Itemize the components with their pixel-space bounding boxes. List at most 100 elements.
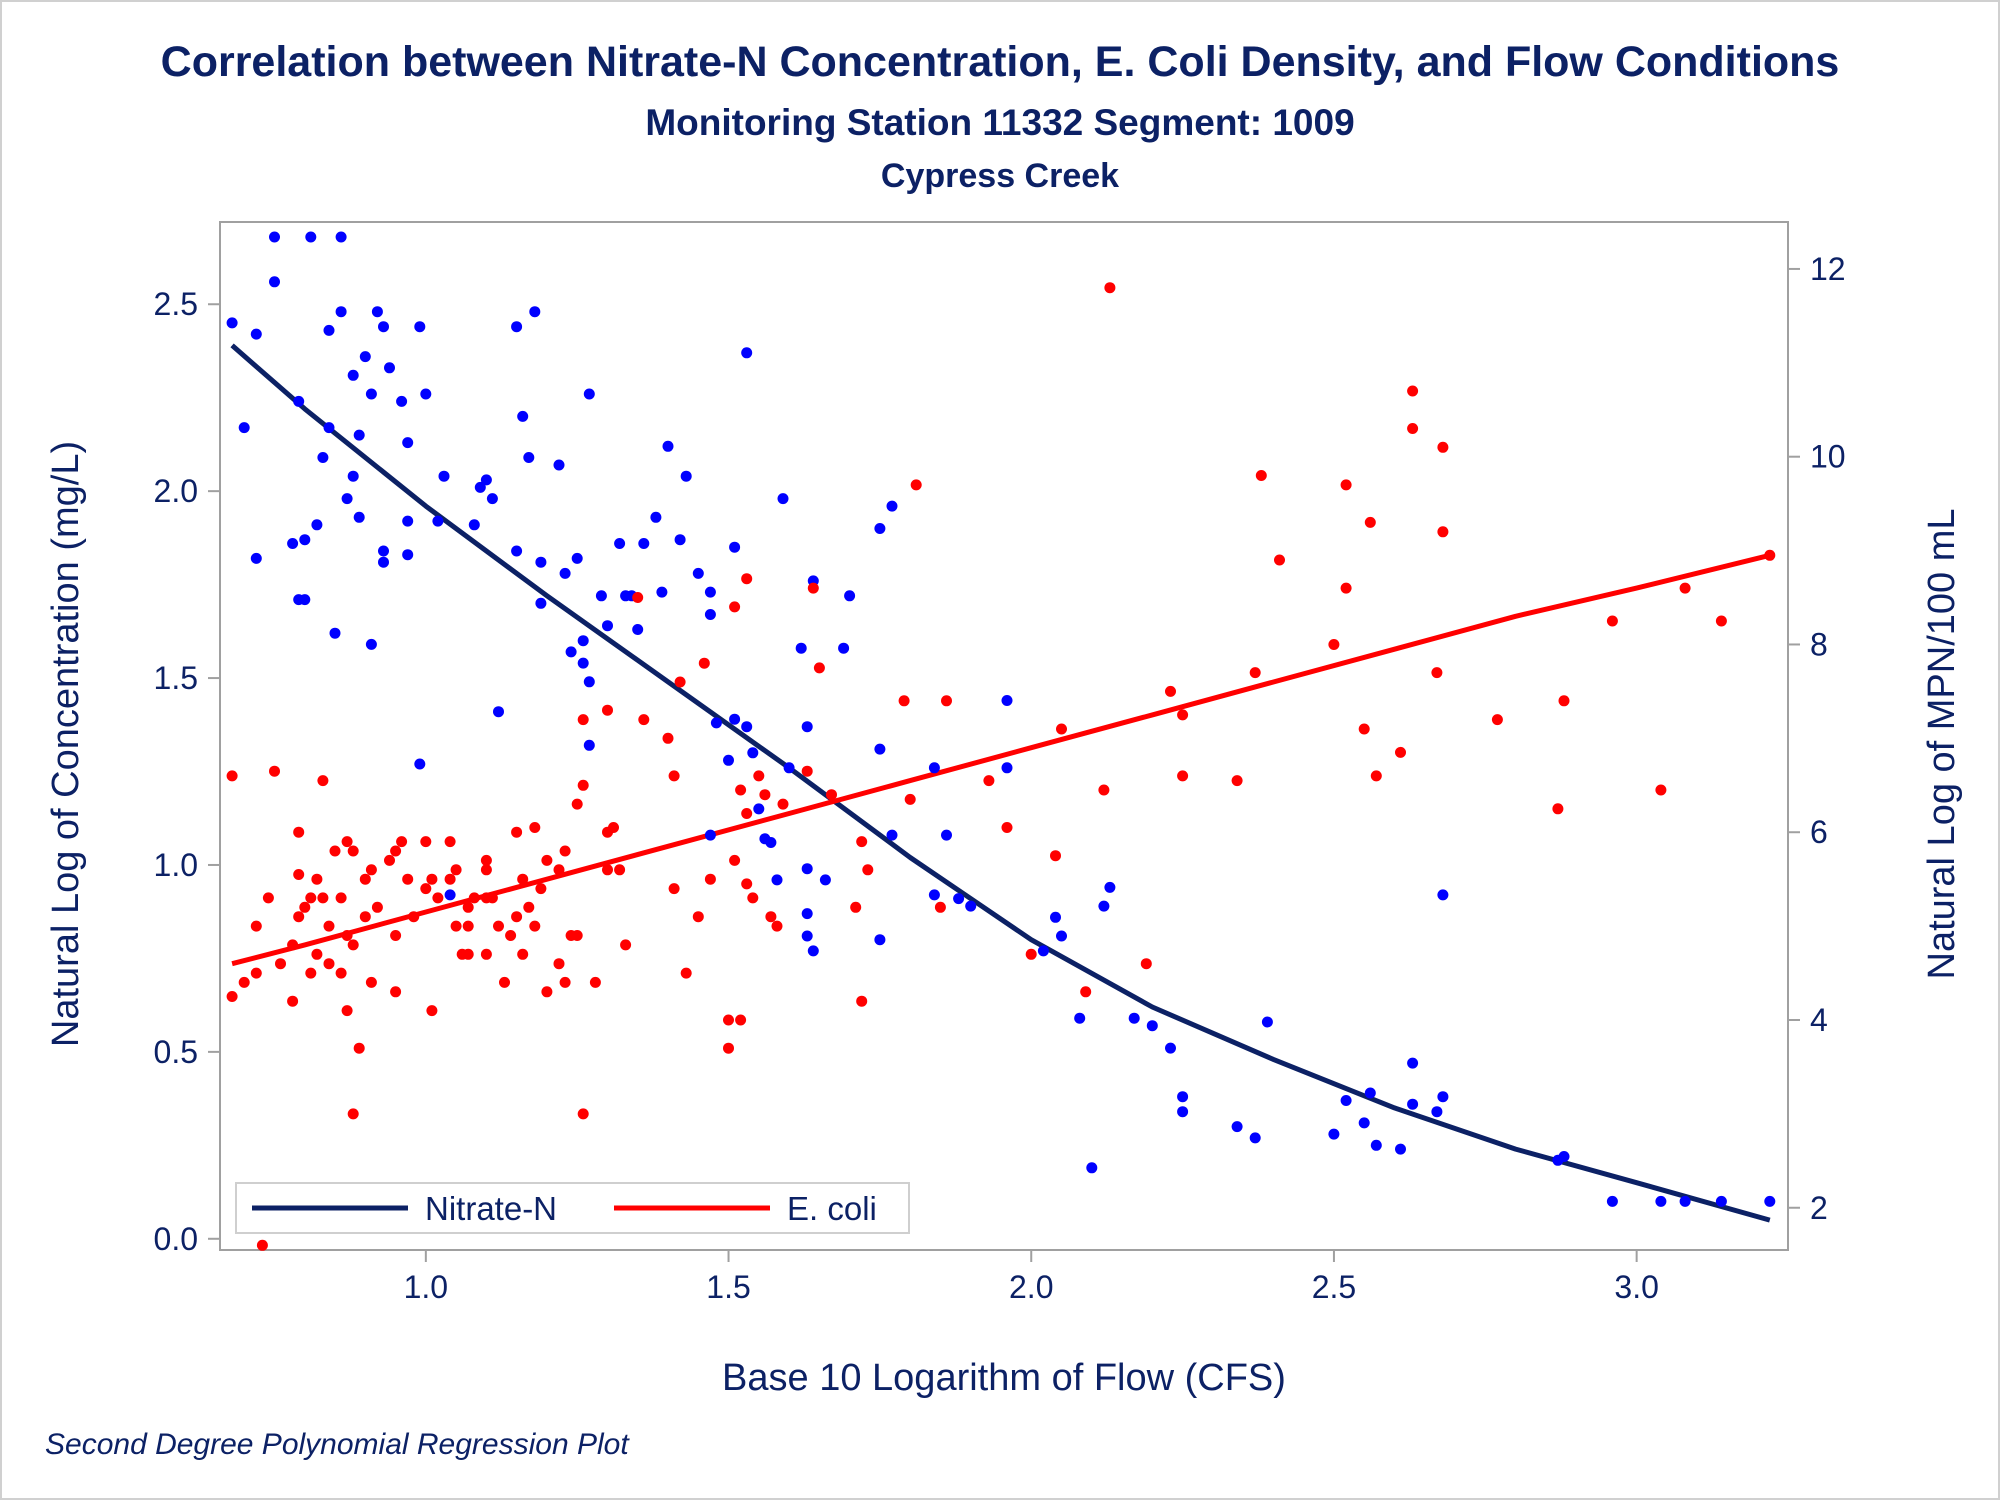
ecoli-point [390, 930, 402, 941]
ecoli-point [450, 864, 462, 876]
nitrate-point [341, 493, 353, 505]
chart-subtitle: Monitoring Station 11332 Segment: 1009 [645, 102, 1355, 143]
ecoli-point [256, 1239, 268, 1251]
ecoli-point [941, 695, 952, 707]
ecoli-point [335, 892, 347, 904]
ecoli-point [275, 958, 286, 970]
nitrate-point [704, 586, 716, 598]
nitrate-point [323, 324, 335, 336]
ecoli-point [317, 775, 329, 787]
nitrate-point [1177, 1091, 1189, 1103]
nitrate-point [650, 511, 662, 523]
nitrate-point [468, 519, 480, 531]
nitrate-point [704, 829, 716, 841]
y-left-tick-label: 1.0 [154, 847, 198, 883]
nitrate-point [1358, 1117, 1370, 1129]
nitrate-point [1715, 1195, 1727, 1207]
nitrate-point [378, 556, 389, 568]
nitrate-point [729, 713, 741, 725]
ecoli-point [1231, 775, 1243, 787]
ecoli-point [359, 873, 371, 885]
x-tick-label: 1.0 [404, 1269, 448, 1305]
ecoli-point [753, 770, 765, 782]
ecoli-point [1395, 746, 1406, 758]
nitrate-point [402, 549, 414, 561]
ecoli-point [486, 892, 498, 904]
ecoli-point [1407, 385, 1419, 397]
ecoli-point [1025, 948, 1037, 960]
nitrate-point [359, 351, 371, 363]
ecoli-point [898, 695, 910, 707]
y-right-tick-label: 10 [1810, 439, 1846, 475]
nitrate-point [807, 945, 819, 957]
nitrate-point [323, 422, 335, 434]
ecoli-point [807, 582, 819, 594]
ecoli-point [365, 976, 377, 988]
x-tick-label: 1.5 [706, 1269, 750, 1305]
nitrate-point [783, 762, 795, 774]
y-left-tick-label: 2.0 [154, 473, 198, 509]
ecoli-point [287, 939, 299, 951]
ecoli-point [523, 901, 535, 913]
nitrate-point [795, 642, 807, 654]
nitrate-point [577, 657, 589, 669]
y-axis-right-label: Natural Log of MPN/100 mL [1921, 508, 1963, 979]
nitrate-point [1437, 889, 1449, 901]
nitrate-point [1001, 695, 1013, 706]
ecoli-point [311, 948, 323, 960]
ecoli-point [299, 901, 311, 913]
ecoli-point [238, 976, 250, 988]
nitrate-point [777, 493, 789, 505]
ecoli-point [638, 714, 650, 726]
ecoli-point [1340, 479, 1352, 491]
nitrate-point [335, 306, 347, 318]
ecoli-point [1340, 582, 1352, 594]
nitrate-point [704, 609, 716, 620]
ecoli-point [856, 836, 868, 848]
ecoli-point [341, 1005, 353, 1017]
nitrate-points [226, 231, 1776, 1207]
ecoli-point [1437, 441, 1449, 453]
ecoli-point [341, 930, 353, 941]
ecoli-point [553, 958, 565, 970]
ecoli-point [559, 976, 571, 988]
nitrate-point [583, 388, 595, 400]
y-left-tick-label: 1.5 [154, 660, 198, 696]
nitrate-point [1231, 1121, 1243, 1133]
ecoli-point [426, 1005, 438, 1017]
ecoli-point [1165, 685, 1176, 697]
nitrate-point [710, 717, 722, 729]
nitrate-point [329, 627, 341, 639]
nitrate-point [365, 638, 377, 650]
y-axis-left: 0.0 0.5 1.0 1.5 2.0 2.5 [154, 286, 220, 1257]
ecoli-point [226, 770, 238, 782]
nitrate-point [1437, 1091, 1449, 1103]
nitrate-point [753, 803, 765, 815]
ecoli-point [577, 1108, 589, 1120]
nitrate-point [402, 437, 414, 449]
nitrate-point [535, 597, 547, 609]
ecoli-point [934, 901, 946, 913]
ecoli-point [493, 920, 504, 932]
y-right-tick-label: 6 [1810, 814, 1828, 850]
nitrate-point [638, 538, 650, 549]
ecoli-point [602, 864, 613, 876]
ecoli-point [1407, 423, 1419, 434]
ecoli-point [384, 854, 395, 866]
nitrate-point [396, 395, 408, 407]
nitrate-point [1001, 762, 1013, 774]
nitrate-point [692, 567, 704, 579]
legend-label-ecoli: E. coli [787, 1190, 877, 1227]
ecoli-point [577, 714, 589, 726]
nitrate-point [269, 231, 280, 243]
nitrate-point [771, 874, 783, 886]
nitrate-point [1679, 1195, 1691, 1207]
ecoli-point [390, 845, 402, 857]
ecoli-point [517, 948, 529, 960]
ecoli-point [1098, 784, 1110, 796]
ecoli-point [1679, 582, 1691, 594]
ecoli-point [311, 873, 323, 885]
ecoli-point [741, 573, 753, 585]
ecoli-point [1177, 709, 1189, 721]
nitrate-point [953, 893, 965, 905]
